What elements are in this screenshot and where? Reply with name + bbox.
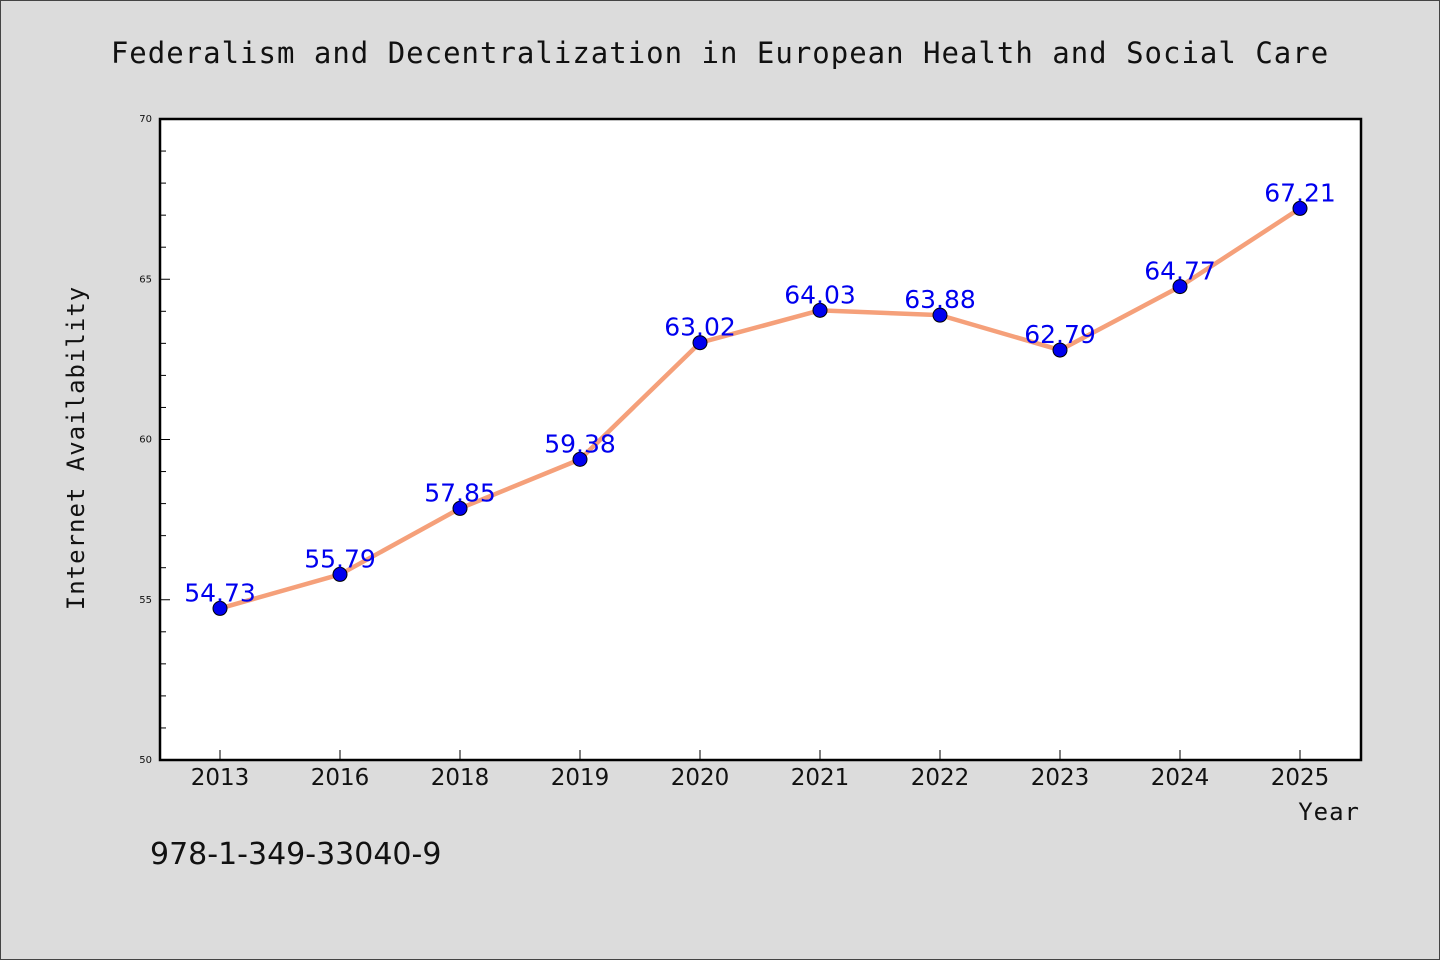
data-labels: 54.73 55.79 57.85 59.38 63.02 64.03 63.88 62.79…	[184, 178, 1336, 607]
y-tick-label: 60	[139, 435, 152, 446]
data-label: 64.03	[784, 280, 856, 309]
y-tick-label: 65	[139, 274, 152, 285]
plot-border	[158, 117, 1363, 762]
plot-area	[160, 119, 1361, 760]
data-point	[812, 302, 828, 318]
data-label: 57.85	[424, 478, 496, 507]
x-tick-label: 2018	[431, 765, 490, 791]
x-tick-label: 2024	[1151, 765, 1210, 791]
data-point	[332, 566, 348, 582]
series-line-group	[217, 206, 1303, 611]
x-tick-label: 2019	[551, 765, 610, 791]
data-point	[1172, 279, 1188, 295]
x-axis-label: Year	[1298, 798, 1360, 826]
data-point	[572, 451, 588, 467]
y-axis-label: Internet Availability	[62, 286, 90, 610]
data-point	[692, 335, 708, 351]
y-tick-label: 50	[139, 755, 152, 766]
x-axis-ticks: 2013 2016 2018 2019 2020 2021 2022 2023 2024 2025	[191, 750, 1330, 791]
data-point	[1052, 342, 1068, 358]
data-point	[932, 307, 948, 323]
x-tick-label: 2023	[1031, 765, 1090, 791]
data-label: 64.77	[1144, 257, 1216, 286]
data-points	[212, 200, 1308, 616]
data-label: 63.88	[904, 285, 976, 314]
y-tick-label: 70	[139, 114, 152, 125]
x-tick-label: 2021	[791, 765, 850, 791]
data-label: 67.21	[1264, 178, 1336, 207]
data-point	[452, 500, 468, 516]
x-tick-label: 2020	[671, 765, 730, 791]
data-label: 59.38	[544, 429, 616, 458]
x-tick-label: 2016	[311, 765, 370, 791]
series-line	[217, 206, 1303, 611]
y-tick-label: 55	[139, 595, 152, 606]
footer-isbn-code: 978-1-349-33040-9	[150, 837, 441, 872]
data-label: 55.79	[304, 544, 376, 573]
x-tick-label: 2025	[1271, 765, 1330, 791]
x-tick-label: 2022	[911, 765, 970, 791]
data-point	[212, 600, 228, 616]
data-point	[1292, 200, 1308, 216]
data-label: 63.02	[664, 313, 736, 342]
x-tick-label: 2013	[191, 765, 250, 791]
data-label: 54.73	[184, 578, 256, 607]
data-label: 62.79	[1024, 320, 1096, 349]
chart-title: Federalism and Decentralization in Europ…	[111, 36, 1329, 70]
